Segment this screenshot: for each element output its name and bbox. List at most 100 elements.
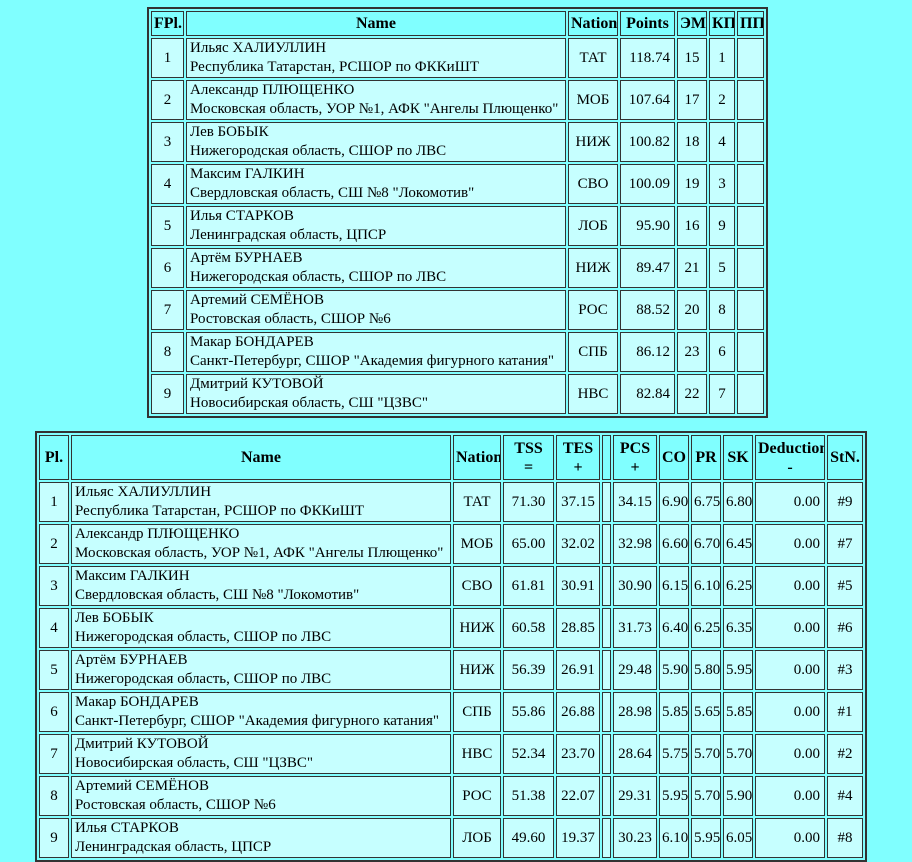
cell-co: 6.60 xyxy=(659,524,689,564)
cell-co: 6.10 xyxy=(659,818,689,858)
skater-affiliation: Нижегородская область, СШОР по ЛВС xyxy=(190,143,447,159)
cell-kp: 5 xyxy=(709,248,735,288)
cell-kp: 3 xyxy=(709,164,735,204)
header-row: FPl. Name Nation Points ЭМ КП ПП xyxy=(151,11,764,36)
cell-sk: 6.80 xyxy=(723,482,753,522)
results-table-segment-header: Pl. Name Nation TSS = TES + PCS + CO PR … xyxy=(39,435,863,480)
cell-pcs: 29.48 xyxy=(613,650,657,690)
cell-em: 19 xyxy=(677,164,707,204)
cell-place: 4 xyxy=(39,608,69,648)
cell-sk: 5.90 xyxy=(723,776,753,816)
cell-nation: МОБ xyxy=(453,524,501,564)
cell-pp xyxy=(737,374,764,414)
cell-nation: СВО xyxy=(453,566,501,606)
cell-sk: 6.45 xyxy=(723,524,753,564)
cell-nation: НИЖ xyxy=(453,650,501,690)
cell-points: 100.82 xyxy=(620,122,675,162)
table-row: 3 Лев БОБЫК Нижегородская область, СШОР … xyxy=(151,122,764,162)
header-deduction-line1: Deduction xyxy=(758,439,825,457)
cell-nation: ТАТ xyxy=(568,38,618,78)
cell-tes: 19.37 xyxy=(556,818,600,858)
cell-nation: СПБ xyxy=(453,692,501,732)
cell-em: 20 xyxy=(677,290,707,330)
header-pr: PR xyxy=(691,435,721,480)
cell-pp xyxy=(737,206,764,246)
table-row: 8 Макар БОНДАРЕВ Санкт-Петербург, СШОР "… xyxy=(151,332,764,372)
table-row: 4 Максим ГАЛКИН Свердловская область, СШ… xyxy=(151,164,764,204)
cell-tss: 51.38 xyxy=(503,776,554,816)
cell-pcs: 34.15 xyxy=(613,482,657,522)
header-tss: TSS = xyxy=(503,435,554,480)
cell-pcs: 30.90 xyxy=(613,566,657,606)
cell-start-number: #9 xyxy=(827,482,863,522)
cell-points: 95.90 xyxy=(620,206,675,246)
header-tes: TES + xyxy=(556,435,600,480)
cell-pp xyxy=(737,80,764,120)
cell-pr: 5.95 xyxy=(691,818,721,858)
cell-pr: 6.70 xyxy=(691,524,721,564)
table-row: 9 Илья СТАРКОВ Ленинградская область, ЦП… xyxy=(39,818,863,858)
cell-tes: 32.02 xyxy=(556,524,600,564)
header-pl: Pl. xyxy=(39,435,69,480)
table-row: 1 Ильяс ХАЛИУЛЛИН Республика Татарстан, … xyxy=(151,38,764,78)
cell-final-place: 5 xyxy=(151,206,184,246)
skater-name: Максим ГАЛКИН xyxy=(75,568,190,584)
header-tes-line2: + xyxy=(573,458,583,476)
skater-name: Артемий СЕМЁНОВ xyxy=(75,778,209,794)
results-table-overall-header: FPl. Name Nation Points ЭМ КП ПП xyxy=(151,11,764,36)
cell-points: 100.09 xyxy=(620,164,675,204)
skater-affiliation: Новосибирская область, СШ "ЦЗВС" xyxy=(190,395,429,411)
cell-points: 118.74 xyxy=(620,38,675,78)
table-row: 1 Ильяс ХАЛИУЛЛИН Республика Татарстан, … xyxy=(39,482,863,522)
cell-co: 6.40 xyxy=(659,608,689,648)
spacer-cell xyxy=(602,482,611,522)
table-row: 6 Макар БОНДАРЕВ Санкт-Петербург, СШОР "… xyxy=(39,692,863,732)
skater-affiliation: Санкт-Петербург, СШОР "Академия фигурног… xyxy=(75,713,440,729)
cell-sk: 6.05 xyxy=(723,818,753,858)
cell-pr: 5.65 xyxy=(691,692,721,732)
cell-nation: РОС xyxy=(453,776,501,816)
spacer-cell xyxy=(602,566,611,606)
cell-name: Артём БУРНАЕВ Нижегородская область, СШО… xyxy=(186,248,566,288)
cell-name: Дмитрий КУТОВОЙ Новосибирская область, С… xyxy=(186,374,566,414)
table-row: 7 Дмитрий КУТОВОЙ Новосибирская область,… xyxy=(39,734,863,774)
cell-nation: ЛОБ xyxy=(453,818,501,858)
cell-kp: 7 xyxy=(709,374,735,414)
skater-name: Макар БОНДАРЕВ xyxy=(190,334,314,350)
skater-affiliation: Московская область, УОР №1, АФК "Ангелы … xyxy=(75,545,444,561)
cell-sk: 5.95 xyxy=(723,650,753,690)
skater-name: Лев БОБЫК xyxy=(190,124,269,140)
cell-deduction: 0.00 xyxy=(755,566,825,606)
cell-pcs: 32.98 xyxy=(613,524,657,564)
cell-sk: 6.25 xyxy=(723,566,753,606)
cell-final-place: 1 xyxy=(151,38,184,78)
cell-place: 9 xyxy=(39,818,69,858)
cell-deduction: 0.00 xyxy=(755,482,825,522)
cell-pr: 6.10 xyxy=(691,566,721,606)
cell-nation: РОС xyxy=(568,290,618,330)
cell-start-number: #6 xyxy=(827,608,863,648)
header-kp: КП xyxy=(709,11,735,36)
cell-name: Максим ГАЛКИН Свердловская область, СШ №… xyxy=(186,164,566,204)
header-fpl: FPl. xyxy=(151,11,184,36)
cell-pr: 5.70 xyxy=(691,734,721,774)
cell-name: Александр ПЛЮЩЕНКО Московская область, У… xyxy=(71,524,451,564)
cell-tss: 60.58 xyxy=(503,608,554,648)
skater-name: Дмитрий КУТОВОЙ xyxy=(75,736,209,752)
cell-place: 3 xyxy=(39,566,69,606)
table-row: 2 Александр ПЛЮЩЕНКО Московская область,… xyxy=(39,524,863,564)
cell-tes: 30.91 xyxy=(556,566,600,606)
cell-kp: 1 xyxy=(709,38,735,78)
cell-tss: 71.30 xyxy=(503,482,554,522)
cell-nation: СВО xyxy=(568,164,618,204)
skater-affiliation: Нижегородская область, СШОР по ЛВС xyxy=(75,629,332,645)
cell-points: 89.47 xyxy=(620,248,675,288)
header-name: Name xyxy=(71,435,451,480)
cell-pcs: 31.73 xyxy=(613,608,657,648)
cell-name: Дмитрий КУТОВОЙ Новосибирская область, С… xyxy=(71,734,451,774)
cell-deduction: 0.00 xyxy=(755,650,825,690)
header-pcs-line1: PCS xyxy=(619,439,651,457)
cell-tss: 49.60 xyxy=(503,818,554,858)
cell-points: 107.64 xyxy=(620,80,675,120)
cell-em: 23 xyxy=(677,332,707,372)
